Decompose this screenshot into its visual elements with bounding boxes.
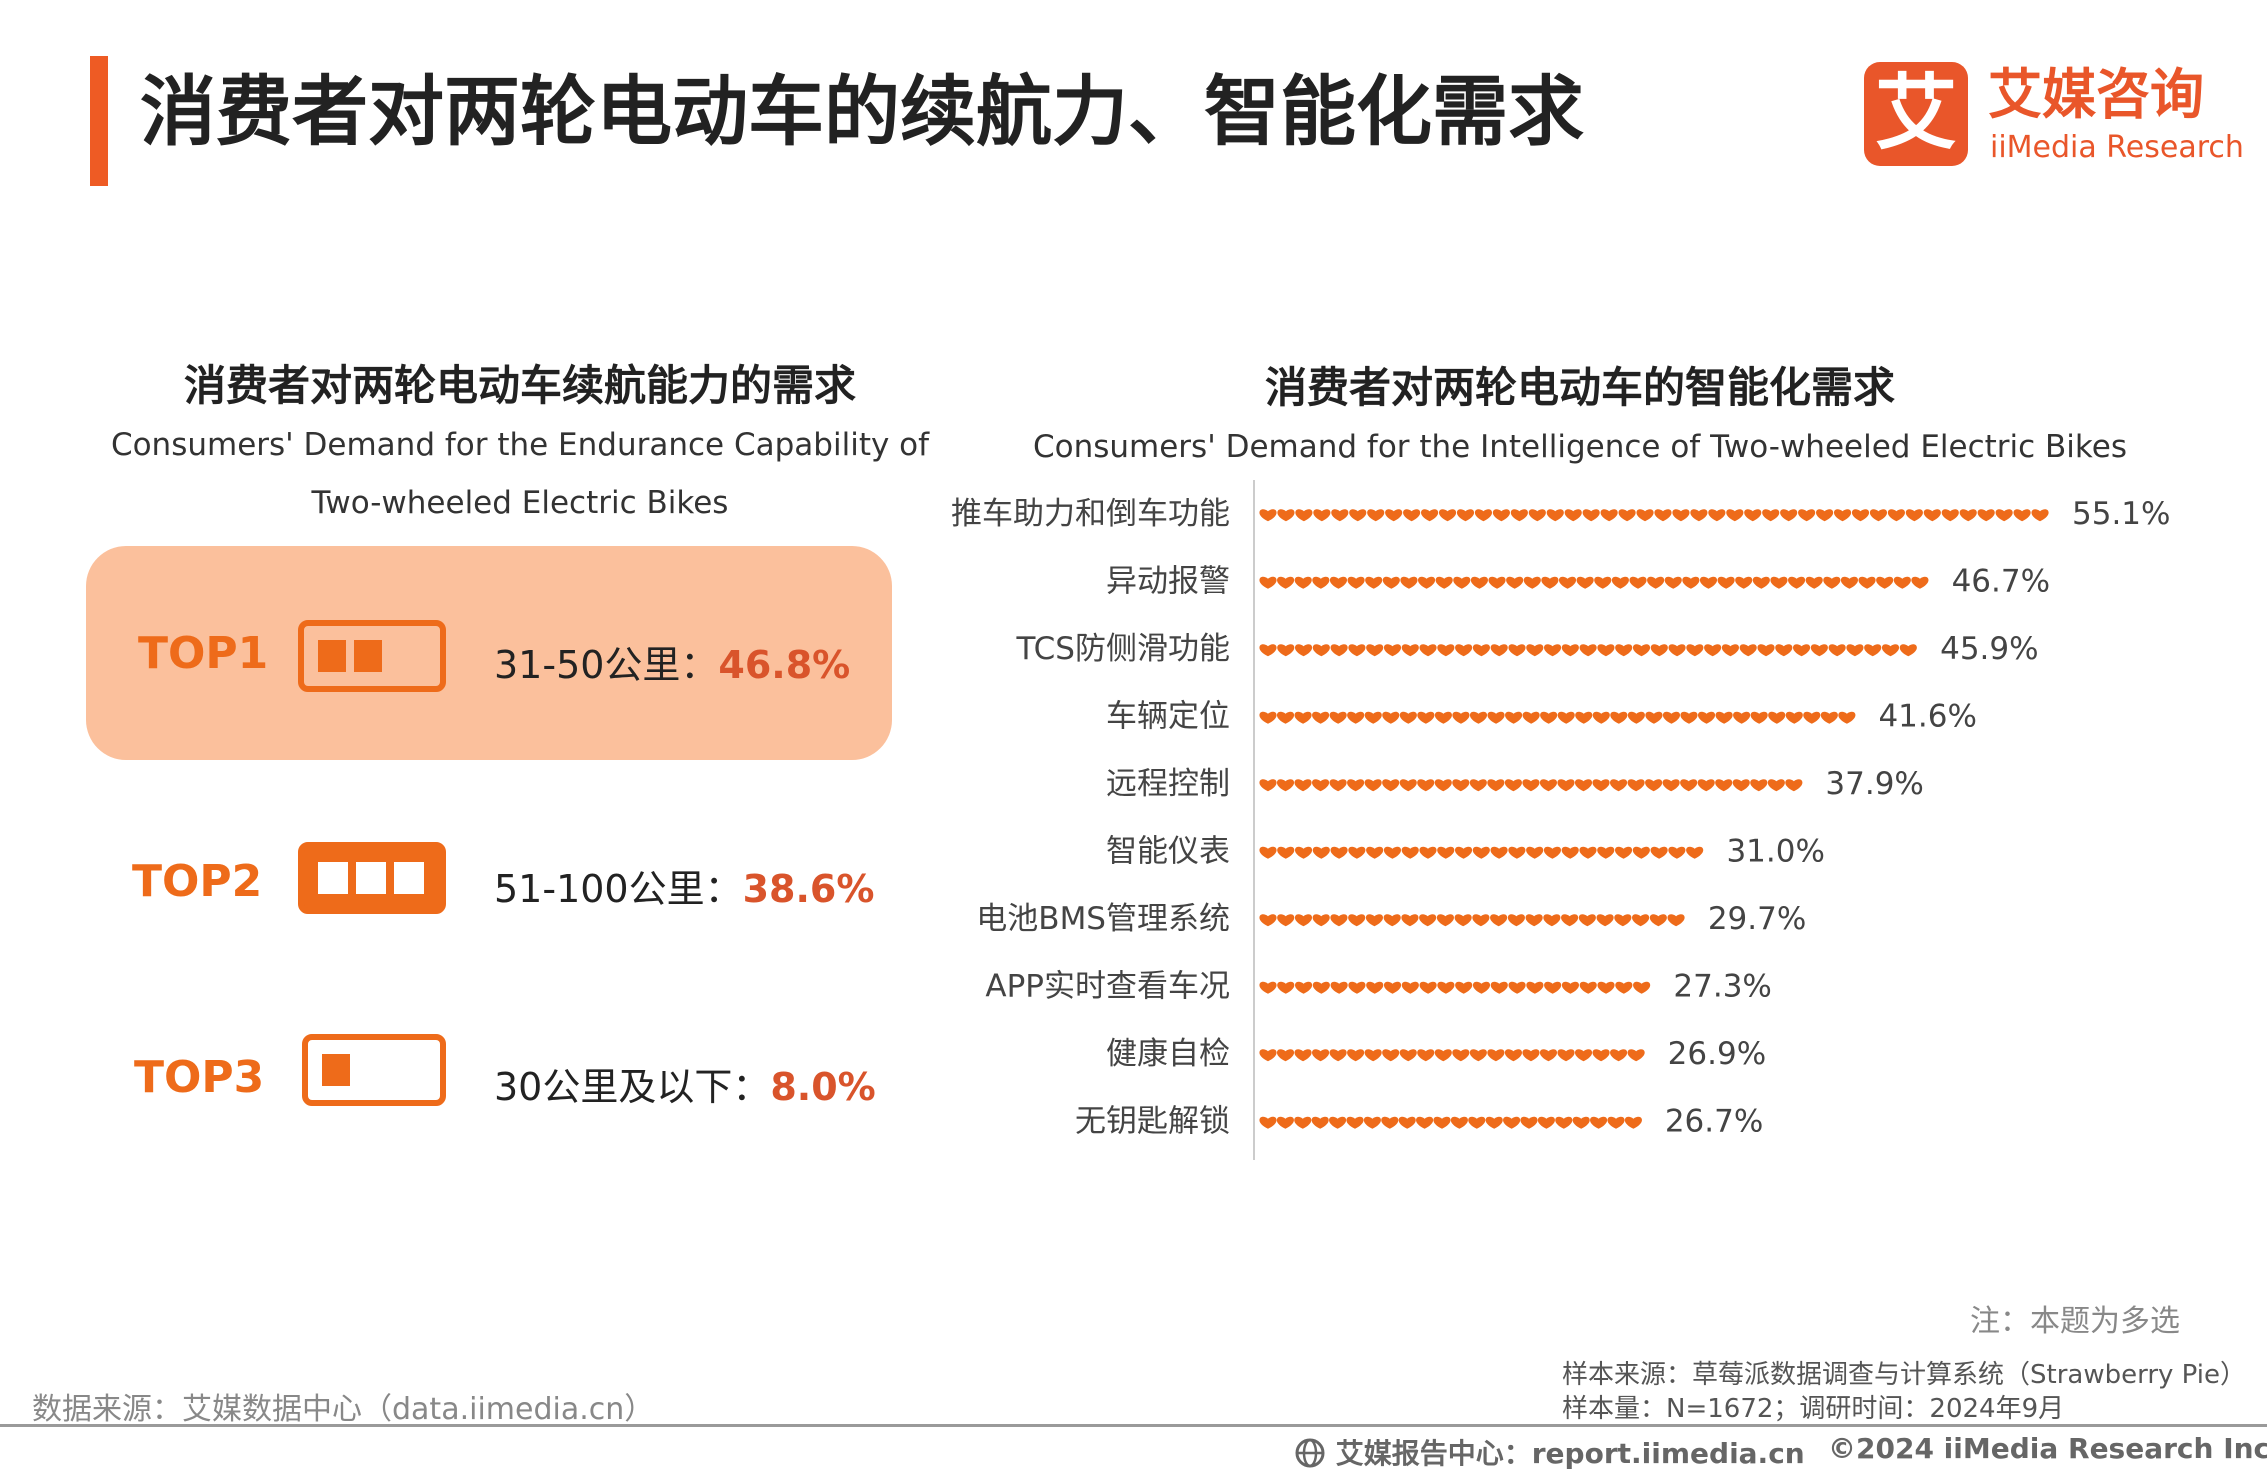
battery-low-icon: [302, 1034, 446, 1106]
value-label: 31.0%: [1726, 834, 1824, 870]
endurance-value-top1: 46.8%: [718, 643, 851, 687]
endurance-range-top3: 30公里及以下：: [494, 1065, 771, 1109]
logo-text-cn: 艾媒咨询: [1988, 63, 2204, 126]
value-label: 26.9%: [1668, 1036, 1766, 1072]
value-label: 29.7%: [1708, 901, 1806, 937]
heart-bar: [1259, 981, 1651, 994]
title-accent-bar: [90, 56, 108, 186]
endurance-range-top1: 31-50公里：: [494, 643, 719, 687]
category-label: 健康自检: [1106, 1036, 1230, 1072]
rank-label-top2: TOP2: [132, 856, 263, 907]
sample-size: 样本量：N=1672；调研时间：2024年9月: [1562, 1394, 2065, 1424]
logo-mark-icon: 艾: [1864, 62, 1968, 166]
heart-bar: [1259, 644, 1917, 657]
category-label: 无钥匙解锁: [1075, 1104, 1230, 1140]
footer-copyright: ©2024 iiMedia Research Inc: [1828, 1432, 2267, 1465]
value-label: 45.9%: [1940, 631, 2038, 667]
battery-full-icon: [298, 842, 446, 914]
value-label: 27.3%: [1673, 969, 1771, 1005]
category-label: 智能仪表: [1106, 834, 1230, 870]
multi-select-note: 注：本题为多选: [1970, 1304, 2180, 1339]
intelligence-title-cn: 消费者对两轮电动车的智能化需求: [1264, 363, 1895, 412]
category-label: 车辆定位: [1106, 699, 1230, 735]
footer-divider: [0, 1424, 2267, 1427]
endurance-item-top1: 31-50公里：46.8%: [494, 634, 850, 689]
top1-highlight-card: [86, 546, 892, 760]
heart-bar: [1259, 576, 1929, 589]
category-label: 异动报警: [1106, 564, 1230, 600]
value-label: 46.7%: [1952, 564, 2050, 600]
battery-half-icon: [298, 620, 446, 692]
value-label: 55.1%: [2072, 496, 2170, 532]
endurance-value-top3: 8.0%: [770, 1065, 876, 1109]
value-label: 37.9%: [1825, 766, 1923, 802]
footer-left-text: 艾媒报告中心：report.iimedia.cn: [1335, 1437, 1805, 1470]
endurance-item-top2: 51-100公里：38.6%: [494, 858, 874, 913]
endurance-item-top3: 30公里及以下：8.0%: [494, 1056, 876, 1111]
intelligence-chart: 推车助力和倒车功能 55.1% 异动报警 46.7% TCS防侧滑功能 45.9% 车辆定位…: [951, 480, 2170, 1160]
endurance-title-cn: 消费者对两轮电动车续航能力的需求: [183, 361, 856, 410]
heart-bar: [1259, 711, 1856, 724]
page-title: 消费者对两轮电动车的续航力、智能化需求: [140, 67, 1584, 156]
value-label: 41.6%: [1878, 699, 1976, 735]
heart-bar: [1259, 914, 1685, 927]
brand-logo: 艾 艾媒咨询 iiMedia Research: [1864, 62, 2244, 174]
heart-bar: [1259, 779, 1803, 792]
heart-bar: [1259, 1049, 1645, 1062]
logo-text-en: iiMedia Research: [1990, 130, 2244, 165]
endurance-value-top2: 38.6%: [742, 867, 875, 911]
heart-bar: [1259, 846, 1704, 859]
sample-source: 样本来源：草莓派数据调查与计算系统（Strawberry Pie）: [1562, 1360, 2246, 1390]
footer-report-center: 艾媒报告中心：report.iimedia.cn: [1294, 1432, 1805, 1472]
category-label: 电池BMS管理系统: [976, 901, 1230, 937]
intelligence-title-en: Consumers' Demand for the Intelligence o…: [1032, 429, 2127, 465]
rank-label-top1: TOP1: [138, 628, 269, 679]
data-source: 数据来源：艾媒数据中心（data.iimedia.cn）: [32, 1392, 655, 1427]
heart-bar: [1259, 509, 2049, 522]
heart-bar: [1259, 1116, 1642, 1129]
category-label: 远程控制: [1106, 766, 1230, 802]
rank-label-top3: TOP3: [134, 1052, 265, 1103]
category-label: 推车助力和倒车功能: [951, 496, 1230, 532]
category-label: APP实时查看车况: [985, 969, 1230, 1005]
value-label: 26.7%: [1665, 1104, 1763, 1140]
category-label: TCS防侧滑功能: [1016, 631, 1230, 667]
globe-icon: [1295, 1438, 1325, 1468]
endurance-range-top2: 51-100公里：: [494, 867, 743, 911]
endurance-title-en: Consumers' Demand for the Endurance Capa…: [110, 427, 930, 521]
